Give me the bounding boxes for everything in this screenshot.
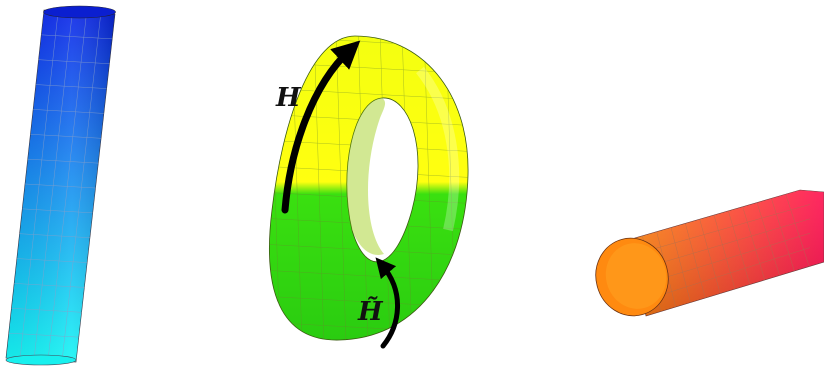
mesh-line [467, 36, 469, 341]
mesh-line [699, 219, 721, 294]
torus-inner-shadow [346, 98, 386, 255]
mesh-line [728, 210, 751, 285]
mesh-line [22, 208, 93, 214]
mesh-line [24, 183, 96, 189]
label-h: H [275, 83, 302, 113]
tube-opening-inner [605, 243, 667, 309]
mesh-line [631, 204, 811, 256]
mesh-line [47, 12, 87, 361]
mesh-line [756, 202, 780, 276]
mesh-line [713, 214, 736, 290]
mesh-line [27, 158, 99, 164]
mesh-line [19, 233, 90, 238]
label-h-tilde: H̃ [357, 296, 384, 327]
mesh-line [35, 84, 107, 89]
mesh-line [41, 34, 113, 40]
cylinder-bottom-rim [5, 354, 77, 366]
mesh-line [335, 36, 347, 341]
mesh-line [642, 247, 811, 302]
arrow-h-tilde [375, 257, 400, 349]
mesh-line [14, 283, 85, 288]
mesh-line [30, 134, 102, 139]
mesh-line [61, 13, 102, 362]
mesh-line [313, 36, 325, 341]
mesh-line [33, 109, 104, 114]
mesh-line [742, 206, 765, 281]
mesh-line [785, 194, 810, 267]
torus [269, 35, 469, 341]
mesh-line [16, 258, 88, 263]
mesh-line [670, 227, 691, 303]
mesh-line [38, 59, 110, 64]
mesh-line [771, 198, 795, 272]
mesh-line [685, 223, 706, 299]
tube [595, 189, 824, 317]
torus-body [269, 35, 469, 341]
cylinder-top-rim [43, 5, 116, 19]
torus-highlight [416, 66, 460, 232]
mesh-line [33, 11, 73, 360]
arrow-h [281, 40, 361, 214]
cylinder [5, 5, 116, 366]
mesh-line [8, 332, 79, 338]
cylinder-grid [8, 10, 113, 362]
mesh-line [11, 308, 82, 313]
mesh-line [19, 10, 59, 359]
